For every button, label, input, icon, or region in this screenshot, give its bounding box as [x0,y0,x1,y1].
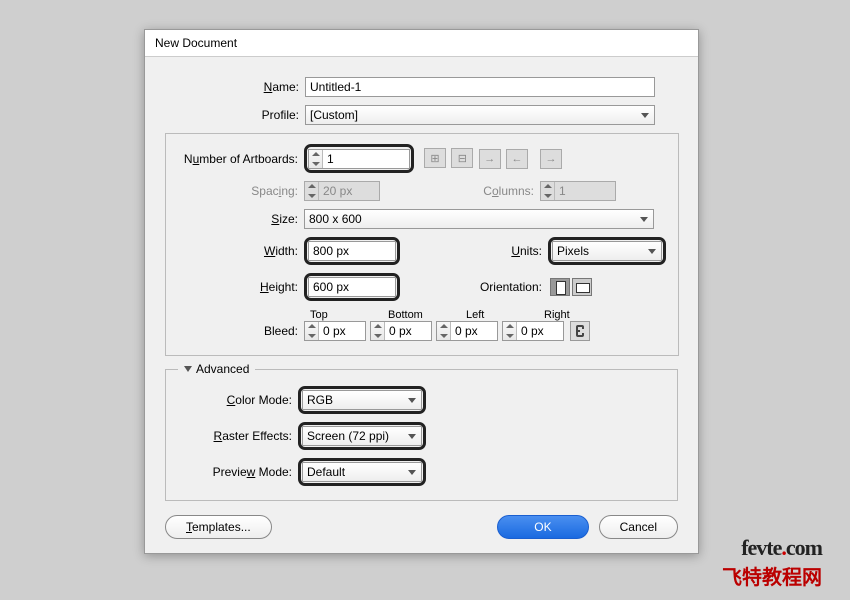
columns-label: Columns: [380,184,540,198]
artboards-spinner[interactable] [308,149,410,169]
bleed-bottom-spinner[interactable] [370,321,432,341]
bleed-top-label: Top [310,309,388,321]
bleed-left-spinner[interactable] [436,321,498,341]
orientation-landscape-button[interactable] [572,278,592,296]
raster-select[interactable]: Screen (72 ppi) [302,426,422,446]
size-select[interactable]: 800 x 600 [304,209,654,229]
preview-label: Preview Mode: [178,465,298,479]
spinner-down-icon[interactable] [309,159,322,168]
ok-button[interactable]: OK [497,515,588,539]
columns-value [555,182,615,200]
height-label: Height: [178,280,304,294]
units-label: Units: [400,244,548,258]
dialog-title: New Document [145,30,698,57]
bleed-bottom-label: Bottom [388,309,466,321]
arrange-grid-row-icon[interactable]: ⊞ [424,148,446,168]
arrange-row-icon[interactable]: → [479,149,501,169]
watermark: fevte.com 飞特教程网 [722,535,822,590]
bleed-top-spinner[interactable] [304,321,366,341]
document-settings-group: Number of Artboards: ⊞ ⊟ → ← → [165,133,679,356]
advanced-group: Advanced Color Mode: RGB Raster Effects:… [165,362,678,501]
preview-select[interactable]: Default [302,462,422,482]
bleed-right-spinner[interactable] [502,321,564,341]
units-select[interactable]: Pixels [552,241,662,261]
bleed-link-button[interactable] [570,321,590,341]
size-label: Size: [178,212,304,226]
cancel-button[interactable]: Cancel [599,515,678,539]
colormode-select[interactable]: RGB [302,390,422,410]
preview-highlight: Default [298,458,426,486]
units-highlight: Pixels [548,237,666,265]
artboards-value[interactable] [323,150,409,168]
colormode-label: Color Mode: [178,393,298,407]
spacing-spinner [304,181,380,201]
name-input[interactable] [305,77,655,97]
name-label: Name: [165,80,305,94]
columns-spinner [540,181,616,201]
arrange-rtl-icon[interactable]: → [540,149,562,169]
spinner-up-icon[interactable] [309,150,322,159]
profile-select[interactable]: [Custom] [305,105,655,125]
artboards-label: Number of Artboards: [178,152,304,166]
profile-label: Profile: [165,108,305,122]
bleed-right-label: Right [544,309,622,321]
disclosure-triangle-icon [184,366,192,372]
height-input[interactable] [308,277,396,297]
link-icon [575,324,585,338]
spacing-value [319,182,379,200]
arrange-grid-col-icon[interactable]: ⊟ [451,148,473,168]
artboards-highlight [304,144,414,173]
bleed-label: Bleed: [178,324,304,338]
raster-highlight: Screen (72 ppi) [298,422,426,450]
width-input[interactable] [308,241,396,261]
new-document-dialog: New Document Name: Profile: [Custom] Num… [144,29,699,554]
bleed-left-label: Left [466,309,544,321]
spacing-label: Spacing: [178,184,304,198]
orientation-portrait-button[interactable] [550,278,570,296]
height-highlight [304,273,400,301]
orientation-label: Orientation: [400,280,548,294]
raster-label: Raster Effects: [178,429,298,443]
advanced-toggle[interactable]: Advanced [178,362,255,376]
colormode-highlight: RGB [298,386,426,414]
arrange-col-icon[interactable]: ← [506,149,528,169]
width-highlight [304,237,400,265]
templates-button[interactable]: Templates... [165,515,272,539]
width-label: Width: [178,244,304,258]
